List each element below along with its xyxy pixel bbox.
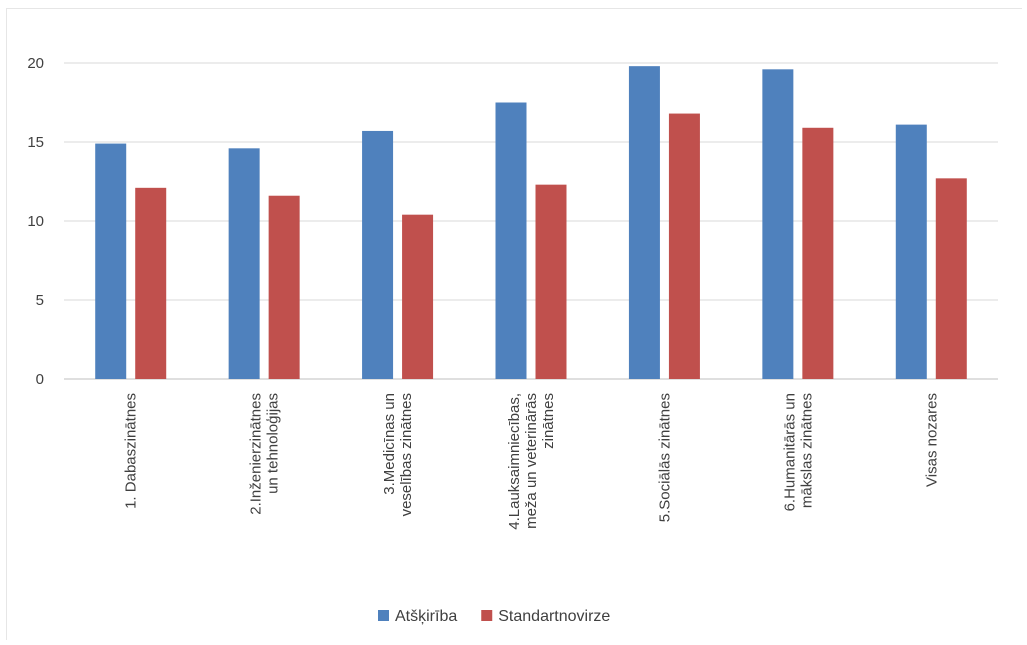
category-label: 2.Inženierzinātnes un tehnoloģijas: [248, 393, 282, 515]
x-axis-labels: 1. Dabaszinātnes 2.Inženierzinātnes un teh…: [123, 393, 941, 530]
bar-atskiriba: [362, 130, 394, 379]
bar-atskiriba: [628, 66, 660, 379]
category-label: 1. Dabaszinātnes: [123, 393, 140, 509]
category-label-line: 3.Medicīnas un: [381, 393, 398, 495]
bar-standartnovirze: [935, 178, 967, 379]
category-label: Visas nozares: [923, 393, 940, 487]
bar-standartnovirze: [668, 113, 700, 379]
bar-standartnovirze: [135, 187, 167, 379]
category-label-line: 4.Lauksaimniecības,: [506, 393, 523, 530]
y-axis-ticks: 0 5 10 15 20: [27, 55, 44, 388]
category-label-line: 6.Humanitārās un: [781, 393, 798, 511]
category-label-line: un tehnoloģijas: [265, 393, 282, 494]
bars: [95, 66, 967, 380]
bar-standartnovirze: [802, 127, 834, 379]
bar-atskiriba: [762, 69, 794, 379]
category-label-line: mākslas zinātnes: [798, 393, 815, 508]
bar-atskiriba: [895, 124, 927, 380]
y-tick-label: 15: [27, 134, 44, 151]
legend-label: Standartnovirze: [498, 608, 610, 625]
y-tick-label: 20: [27, 55, 44, 72]
legend-label: Atšķirība: [395, 608, 457, 625]
gridlines: [64, 62, 998, 380]
category-label: 4.Lauksaimniecības, meža un veterinārās zi…: [506, 393, 557, 530]
y-tick-label: 5: [36, 292, 44, 309]
category-label-line: 2.Inženierzinātnes: [248, 393, 265, 515]
category-label: 3.Medicīnas un veselības zinātnes: [381, 393, 415, 516]
bar-standartnovirze: [402, 214, 434, 379]
category-label-line: meža un veterinārās: [523, 393, 540, 529]
bar-atskiriba: [495, 102, 527, 379]
category-label-line: zinātnes: [540, 393, 557, 449]
y-tick-label: 10: [27, 213, 44, 230]
y-tick-label: 0: [36, 371, 44, 388]
category-label: 5.Sociālās zinātnes: [656, 393, 673, 522]
category-label-line: 1. Dabaszinātnes: [123, 393, 140, 509]
bar-atskiriba: [228, 148, 260, 379]
bar-atskiriba: [95, 143, 127, 379]
bar-standartnovirze: [268, 195, 300, 379]
legend: Atšķirība Standartnovirze: [378, 608, 610, 625]
chart-frame: [6, 8, 1022, 640]
legend-swatch: [481, 610, 493, 621]
category-label-line: Visas nozares: [923, 393, 940, 487]
bar-standartnovirze: [535, 184, 567, 379]
category-label: 6.Humanitārās un mākslas zinātnes: [781, 393, 815, 511]
category-label-line: veselības zinātnes: [398, 393, 415, 516]
category-label-line: 5.Sociālās zinātnes: [656, 393, 673, 522]
legend-swatch: [378, 610, 389, 621]
